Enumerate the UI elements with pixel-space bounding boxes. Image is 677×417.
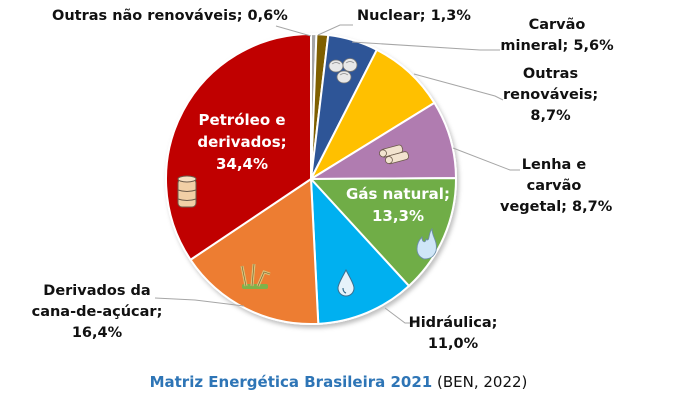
- chart-caption: Matriz Energética Brasileira 2021 (BEN, …: [0, 373, 677, 391]
- label-line: 34,4%: [215, 155, 269, 173]
- label-line: derivados;: [197, 133, 287, 151]
- label-line: Gás natural;: [346, 185, 450, 203]
- label-line: 11,0%: [427, 336, 479, 352]
- label-line: 16,4%: [71, 325, 123, 341]
- label-line: Outras: [522, 66, 579, 82]
- pie-slice-hidraulica: [309, 176, 411, 325]
- label-gas-natural: Gás natural; 13,3%: [338, 183, 458, 227]
- label-line: Nuclear; 1,3%: [357, 8, 471, 24]
- pie-slices: [165, 32, 458, 325]
- label-lenha-carvao-vegetal: Lenha e carvão vegetal; 8,7%: [500, 155, 613, 218]
- label-line: 13,3%: [371, 207, 425, 225]
- label-line: vegetal; 8,7%: [500, 199, 613, 215]
- leader-line-hidraulica: [384, 307, 415, 324]
- sugarcane-icon: [240, 263, 271, 289]
- chart-title: Matriz Energética Brasileira 2021: [149, 373, 433, 391]
- leader-line-cana: [154, 297, 245, 307]
- label-line: Carvão: [528, 17, 586, 33]
- label-outras-renovaveis: Outras renováveis; 8,7%: [503, 64, 598, 127]
- chart-source: (BEN, 2022): [437, 373, 528, 391]
- leader-lines: [154, 24, 520, 324]
- pie-slice-gas-natural: [308, 177, 458, 288]
- label-line: Outras não renováveis; 0,6%: [52, 8, 288, 24]
- label-line: renováveis;: [503, 87, 599, 103]
- label-line: Lenha e: [521, 157, 587, 173]
- oil-barrel-icon: [177, 175, 197, 208]
- leader-line-outras-nao-renovaveis: [275, 25, 312, 37]
- label-line: carvão: [526, 178, 582, 194]
- label-outras-nao-renovaveis: Outras não renováveis; 0,6%: [52, 6, 288, 27]
- leader-line-nuclear: [317, 24, 353, 36]
- leader-line-carvao: [351, 41, 500, 51]
- label-carvao-mineral: Carvão mineral; 5,6%: [498, 15, 616, 57]
- label-line: Hidráulica;: [408, 315, 498, 331]
- label-line: mineral; 5,6%: [500, 38, 614, 54]
- water-drop-icon: [337, 268, 355, 297]
- leader-line-outras-renovaveis: [413, 73, 504, 101]
- firewood-icon: [379, 144, 409, 165]
- label-line: cana-de-açúcar;: [31, 304, 163, 320]
- label-cana-de-acucar: Derivados da cana-de-açúcar; 16,4%: [28, 281, 166, 344]
- label-line: 8,7%: [530, 108, 571, 124]
- label-nuclear: Nuclear; 1,3%: [357, 6, 471, 27]
- coal-icon: [328, 58, 358, 84]
- label-line: Petróleo e: [198, 111, 286, 129]
- label-hidraulica: Hidráulica; 11,0%: [408, 313, 498, 355]
- pie-slice-derivados-da-cana-de-acucar: [189, 177, 320, 325]
- gas-flame-icon: [416, 227, 437, 260]
- pie-slice-petroleo-e-derivados: [165, 32, 312, 262]
- label-petroleo-derivados: Petróleo e derivados; 34,4%: [187, 109, 297, 175]
- leader-line-lenha: [452, 147, 520, 171]
- label-line: Derivados da: [43, 283, 151, 299]
